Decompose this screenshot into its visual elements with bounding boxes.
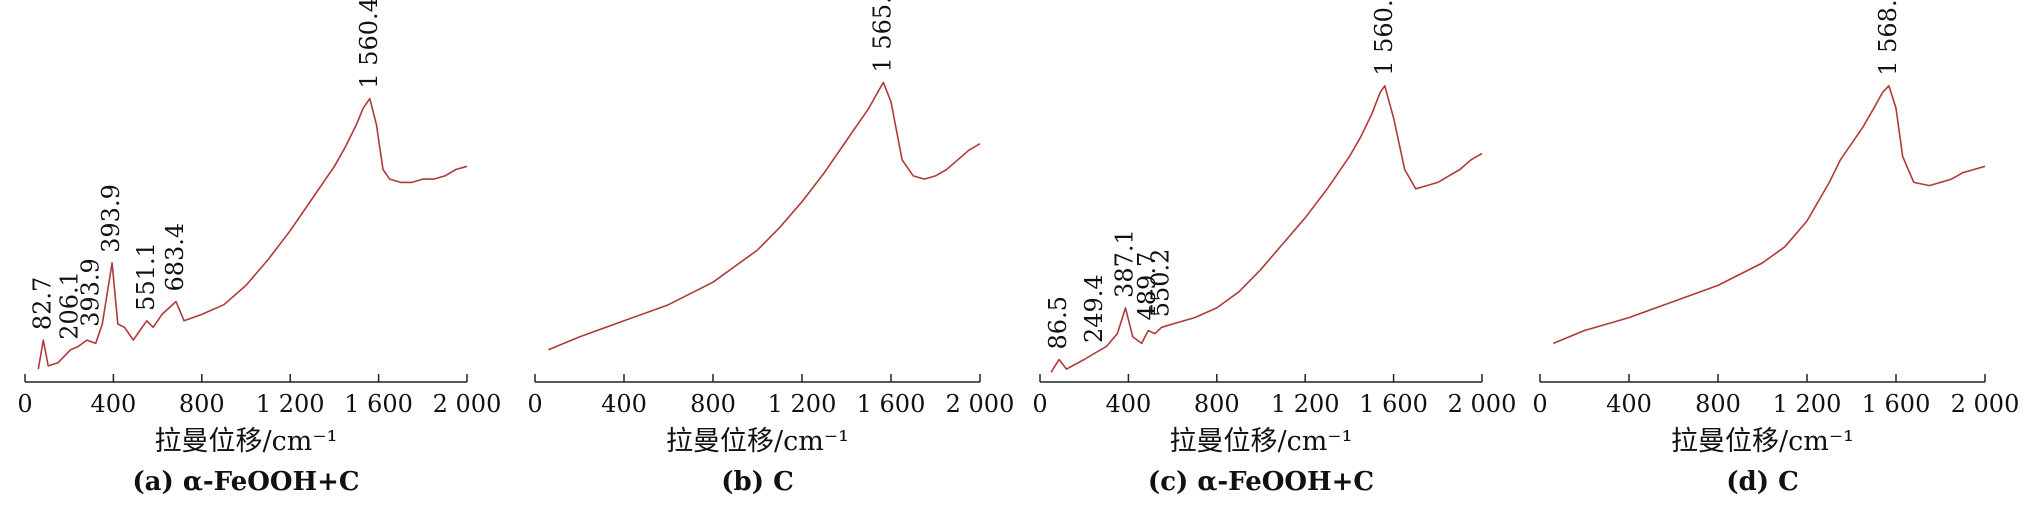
x-tick-label: 400 (1105, 390, 1151, 418)
x-tick-label: 400 (1606, 390, 1652, 418)
chart-panel-a: 0 400 800 1 200 1 600 2 000 拉曼位移/cm⁻¹ (a) α-FeO… (17, 0, 501, 497)
x-tick-label: 800 (1194, 390, 1240, 418)
chart-panel-b: 0 400 800 1 200 1 600 2 000 拉曼位移/cm⁻¹ (b) C 1 56… (527, 0, 1014, 497)
panel-caption: (d) C (1726, 467, 1799, 497)
x-tick-label: 0 (527, 390, 542, 418)
x-tick-label: 800 (179, 390, 225, 418)
peak-label: 1 568.2 (1874, 0, 1902, 76)
x-tick-label: 1 600 (857, 390, 926, 418)
peak-label: 1 565.7 (868, 0, 896, 73)
peak-label: 1 560.4 (355, 0, 383, 89)
chart-panel-c: 0 400 800 1 200 1 600 2 000 拉曼位移/cm⁻¹ (c) α-FeO… (1032, 0, 1516, 497)
panel-caption: (c) α-FeOOH+C (1148, 467, 1374, 497)
x-tick-label: 0 (1532, 390, 1547, 418)
peak-label: 550.2 (1147, 249, 1175, 318)
x-tick-label: 1 200 (1773, 390, 1842, 418)
x-tick-label: 800 (690, 390, 736, 418)
x-axis-title: 拉曼位移/cm⁻¹ (155, 426, 338, 457)
x-axis-title: 拉曼位移/cm⁻¹ (666, 426, 849, 457)
x-tick-label: 400 (601, 390, 647, 418)
peak-label: 206.1 (56, 271, 84, 340)
x-tick-label: 1 600 (344, 390, 413, 418)
panel-caption: (a) α-FeOOH+C (132, 467, 359, 497)
panel-caption: (b) C (721, 467, 794, 497)
x-tick-label: 2 000 (433, 390, 502, 418)
spectrum-line (1050, 85, 1483, 373)
peak-label: 393.9 (76, 258, 104, 327)
chart-panel-d: 0 400 800 1 200 1 600 2 000 拉曼位移/cm⁻¹ (d) C 1 56… (1532, 0, 2019, 497)
x-tick-label: 1 600 (1862, 390, 1931, 418)
peak-label: 551.1 (132, 242, 160, 311)
x-axis-title: 拉曼位移/cm⁻¹ (1170, 426, 1353, 457)
x-tick-label: 1 200 (1271, 390, 1340, 418)
x-tick-label: 2 000 (1448, 390, 1517, 418)
x-tick-label: 0 (17, 390, 32, 418)
peak-label: 82.7 (28, 277, 56, 330)
peak-label: 489.7 (1133, 252, 1161, 321)
x-tick-label: 1 200 (768, 390, 837, 418)
peak-label: 683.4 (161, 223, 189, 292)
spectrum-line (548, 81, 981, 351)
spectrum-line (37, 97, 468, 370)
peak-label: 249.4 (1080, 274, 1108, 343)
x-tick-label: 0 (1032, 390, 1047, 418)
x-axis-title: 拉曼位移/cm⁻¹ (1671, 426, 1854, 457)
x-tick-label: 2 000 (946, 390, 1015, 418)
peak-label: 86.5 (1044, 296, 1072, 349)
x-tick-label: 1 200 (256, 390, 325, 418)
x-tick-label: 2 000 (1951, 390, 2020, 418)
spectrum-line (1552, 85, 1986, 345)
peak-label: 393.9 (97, 184, 125, 253)
x-tick-label: 800 (1695, 390, 1741, 418)
x-tick-label: 400 (90, 390, 136, 418)
x-tick-label: 1 600 (1359, 390, 1428, 418)
peak-label: 1 560.1 (1370, 0, 1398, 76)
peak-label: 387.1 (1111, 229, 1139, 298)
